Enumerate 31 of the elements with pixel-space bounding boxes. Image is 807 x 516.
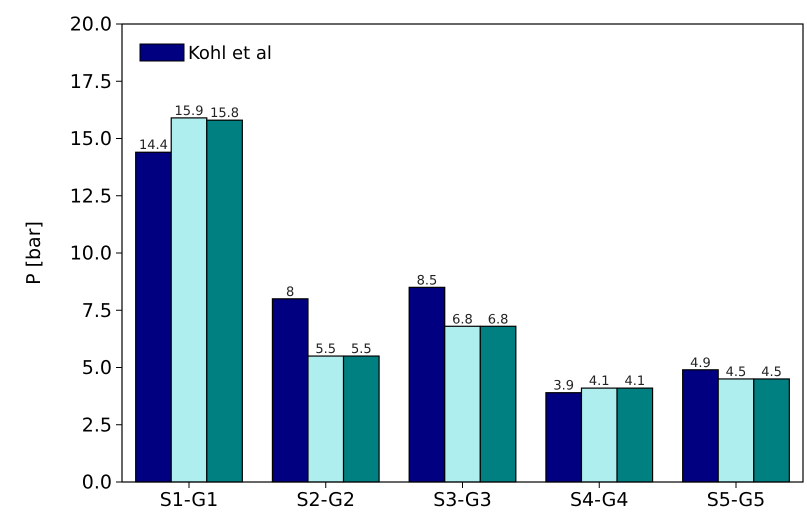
y-tick-label: 12.5 bbox=[70, 185, 112, 208]
y-tick-label: 10.0 bbox=[70, 242, 112, 265]
data-label: 4.1 bbox=[588, 374, 610, 390]
data-label: 15.9 bbox=[174, 104, 204, 119]
y-tick-label: 0.0 bbox=[82, 472, 112, 494]
y-tick-label: 5.0 bbox=[82, 357, 112, 380]
data-label: 4.5 bbox=[761, 364, 782, 380]
x-tick-label: S1-G1 bbox=[160, 489, 218, 511]
data-label: 4.5 bbox=[726, 364, 746, 380]
data-label: 6.8 bbox=[488, 312, 508, 328]
data-label: 15.8 bbox=[210, 106, 240, 122]
y-axis-title: P [bar] bbox=[23, 221, 45, 285]
y-tick-label: 15.0 bbox=[70, 128, 112, 150]
data-label: 6.8 bbox=[452, 312, 473, 328]
data-label: 8.5 bbox=[416, 273, 438, 288]
y-tick-label: 17.5 bbox=[70, 70, 112, 93]
legend-label: Kohl et al bbox=[188, 42, 272, 64]
data-label: 3.9 bbox=[553, 378, 574, 394]
x-tick-label: S5-G5 bbox=[706, 489, 766, 511]
data-label: 4.1 bbox=[624, 374, 646, 390]
y-tick-label: 7.5 bbox=[82, 300, 112, 322]
data-label: 14.4 bbox=[138, 138, 168, 154]
y-tick-label: 2.5 bbox=[82, 414, 112, 436]
data-label: 5.5 bbox=[315, 342, 336, 358]
y-tick-label: 20.0 bbox=[70, 14, 112, 36]
x-tick-label: S3-G3 bbox=[433, 489, 492, 511]
x-tick-label: S4-G4 bbox=[570, 489, 629, 511]
x-tick-label: S2-G2 bbox=[296, 489, 356, 511]
data-label: 8 bbox=[286, 284, 294, 300]
data-label: 5.5 bbox=[350, 342, 372, 358]
data-label: 4.9 bbox=[690, 356, 711, 371]
